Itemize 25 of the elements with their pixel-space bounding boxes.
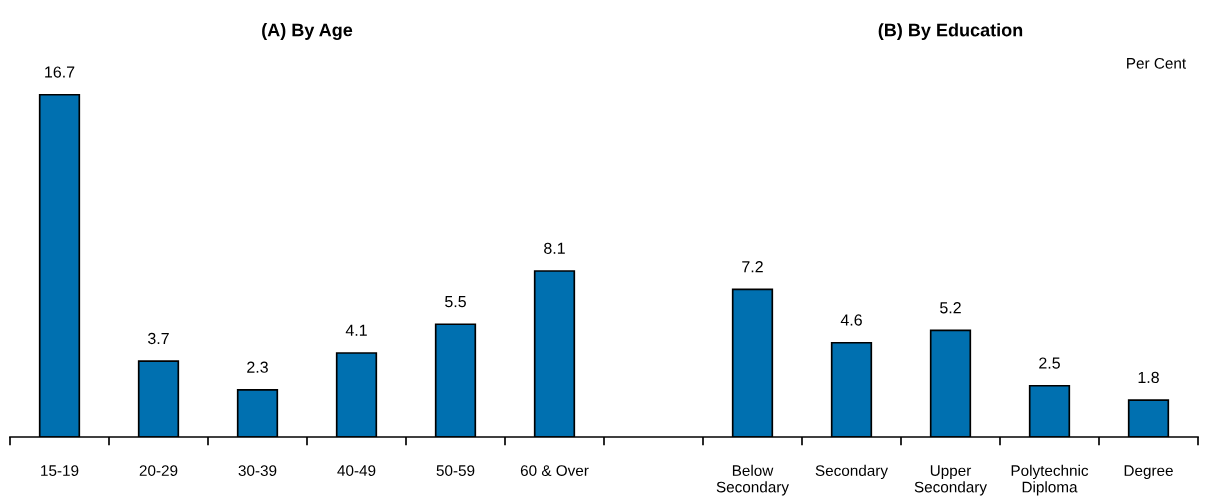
text: (A) By Age [262,23,353,40]
x-tick-label: 15-19 [41,465,79,476]
data-label: 7.2 [742,261,763,273]
data-label: 16.7 [45,66,75,78]
x-tick-label: 60 & Over [520,465,589,476]
data-label: 4.6 [840,314,862,326]
x-tick-label: Upper Secondary [914,465,987,496]
data-label: 5.5 [445,296,466,308]
data-label: 2.5 [1039,357,1060,369]
data-label: 4.1 [345,324,367,336]
data-label: 1.8 [1138,371,1159,384]
data-label: 5.2 [940,302,961,314]
y-axis-title: Per Cent [1127,57,1187,69]
x-tick-label: 30-39 [238,465,277,476]
x-tick-label: 20-29 [139,465,178,476]
x-tick-label: 50-59 [436,465,475,476]
text: (B) By Education [878,23,1023,40]
data-label: 8.1 [544,242,565,254]
data-label: 2.3 [247,361,268,373]
x-tick-label: 40-49 [337,465,376,476]
x-tick-label: Secondary [815,464,888,480]
x-tick-label: Polytechnic Diploma [1011,464,1089,496]
x-tick-label: Degree [1124,465,1173,480]
x-tick-label: Below Secondary [716,464,789,496]
data-label: 3.7 [148,332,169,345]
